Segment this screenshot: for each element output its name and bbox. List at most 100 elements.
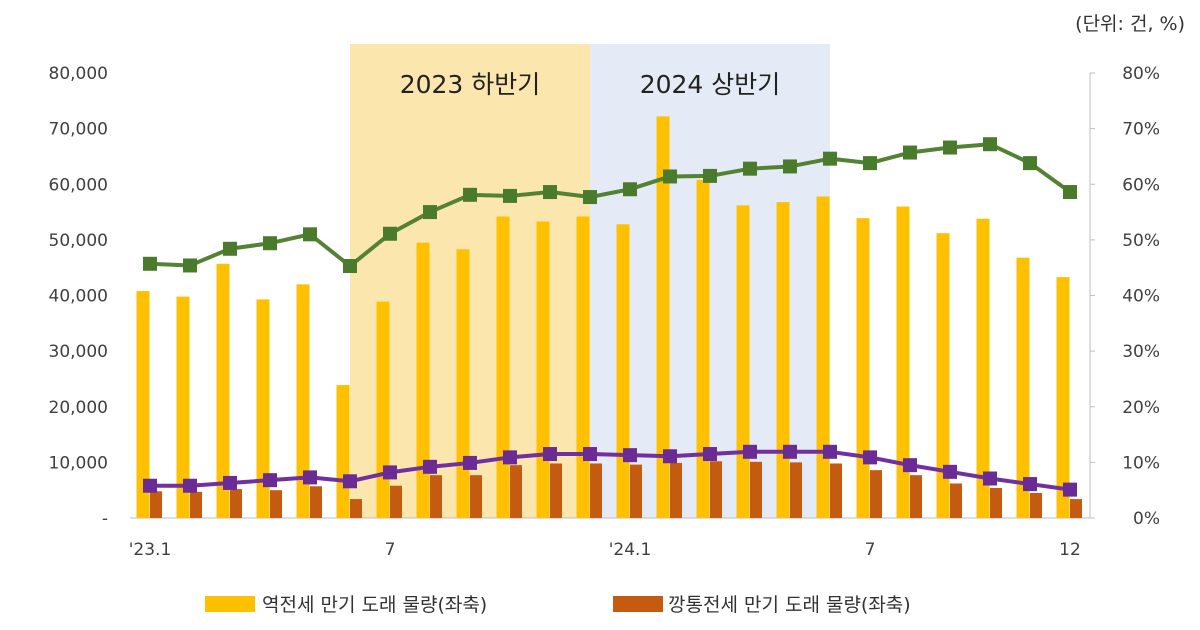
kkangtong-jeonse-bar xyxy=(470,475,482,518)
kkangtong-jeonse-bar xyxy=(430,475,442,518)
kkangtong-jeonse-bar xyxy=(1030,492,1042,518)
purple-line-point xyxy=(1023,477,1037,492)
kkangtong-jeonse-bar xyxy=(870,470,882,518)
kkangtong-jeonse-bar xyxy=(630,464,642,518)
purple-line-point xyxy=(943,464,957,479)
x-tick-label: '23.1 xyxy=(129,540,172,560)
x-tick-label: 7 xyxy=(865,540,876,560)
left-tick-label: 40,000 xyxy=(49,287,108,307)
kkangtong-jeonse-bar xyxy=(510,465,522,518)
purple-line-point xyxy=(183,478,197,493)
period-highlights xyxy=(350,44,830,518)
reverse-jeonse-bar xyxy=(856,218,870,518)
purple-line-point xyxy=(1063,482,1077,497)
purple-line-point xyxy=(863,450,877,465)
green-line-point xyxy=(303,227,317,242)
reverse-jeonse-bar xyxy=(1016,257,1030,518)
reverse-jeonse-bar xyxy=(536,221,550,519)
kkangtong-jeonse-bar xyxy=(270,490,282,518)
kkangtong-jeonse-bar xyxy=(550,463,562,518)
kkangtong-jeonse-bar xyxy=(950,483,962,518)
purple-line-point xyxy=(143,478,157,493)
green-line-point xyxy=(503,188,517,203)
period-label-1: 2024 상반기 xyxy=(640,70,781,99)
legend-swatch xyxy=(613,596,663,612)
reverse-jeonse-bar xyxy=(416,242,430,518)
kkangtong-jeonse-bar xyxy=(750,461,762,518)
reverse-jeonse-bar xyxy=(776,202,790,519)
x-tick-label: 12 xyxy=(1059,540,1081,560)
green-line-point xyxy=(343,259,357,274)
right-tick-label: 60% xyxy=(1122,175,1160,195)
reverse-jeonse-bar xyxy=(976,218,990,519)
green-line-point xyxy=(743,161,757,176)
kkangtong-jeonse-bar xyxy=(670,462,682,518)
left-tick-label: - xyxy=(102,509,108,529)
left-tick-label: 70,000 xyxy=(49,120,108,140)
reverse-jeonse-bar xyxy=(896,206,910,518)
green-line-point xyxy=(463,187,477,202)
reverse-jeonse-bar xyxy=(376,301,390,518)
period-labels: 2023 하반기 2024 상반기 xyxy=(400,70,781,99)
purple-line-point xyxy=(383,465,397,480)
green-line-point xyxy=(543,185,557,200)
reverse-jeonse-bar xyxy=(736,205,750,518)
purple-line-point xyxy=(263,473,277,488)
reverse-jeonse-bar xyxy=(1056,277,1070,518)
kkangtong-jeonse-bar xyxy=(150,491,162,518)
purple-line-point xyxy=(703,447,717,462)
right-tick-label: 20% xyxy=(1122,398,1160,418)
left-tick-label: 50,000 xyxy=(49,231,108,251)
purple-line-point xyxy=(463,455,477,470)
green-line-point xyxy=(263,236,277,251)
legend-swatch xyxy=(205,596,255,612)
reverse-jeonse-bar xyxy=(816,196,830,519)
legend-label: 깡통전세 만기 도래 물량(좌축) xyxy=(668,594,911,616)
reverse-jeonse-bar xyxy=(936,233,950,518)
unit-note: (단위: 건, %) xyxy=(1075,13,1185,35)
purple-line-point xyxy=(623,448,637,463)
right-tick-label: 30% xyxy=(1122,342,1160,362)
green-line-point xyxy=(223,241,237,256)
purple-line-point xyxy=(983,471,997,486)
kkangtong-jeonse-bar xyxy=(310,486,322,518)
green-line-point xyxy=(823,151,837,166)
purple-line-point xyxy=(343,474,357,489)
bars xyxy=(136,116,1082,519)
green-line-point xyxy=(423,205,437,220)
reverse-jeonse-bar xyxy=(656,116,670,518)
purple-line-point xyxy=(303,470,317,485)
lines xyxy=(143,137,1077,497)
kkangtong-jeonse-bar xyxy=(350,499,362,518)
kkangtong-jeonse-bar xyxy=(590,463,602,518)
kkangtong-jeonse-bar xyxy=(830,463,842,518)
period-label-0: 2023 하반기 xyxy=(400,70,541,99)
reverse-jeonse-bar xyxy=(576,216,590,518)
green-line-point xyxy=(943,140,957,155)
right-tick-label: 70% xyxy=(1122,120,1160,140)
green-line-point xyxy=(1023,156,1037,171)
reverse-jeonse-bar xyxy=(616,224,630,519)
left-tick-label: 60,000 xyxy=(49,175,108,195)
green-line-point xyxy=(703,168,717,183)
kkangtong-jeonse-bar xyxy=(1070,499,1082,518)
purple-line-point xyxy=(663,449,677,464)
period-band-1 xyxy=(590,44,830,518)
kkangtong-jeonse-bar xyxy=(190,491,202,518)
left-tick-label: 10,000 xyxy=(49,453,108,473)
reverse-jeonse-bar xyxy=(216,263,230,518)
kkangtong-jeonse-bar xyxy=(790,462,802,518)
purple-line-point xyxy=(543,447,557,462)
green-line-point xyxy=(863,156,877,171)
reverse-jeonse-bar xyxy=(136,291,150,518)
right-tick-label: 40% xyxy=(1122,287,1160,307)
left-tick-label: 30,000 xyxy=(49,342,108,362)
purple-line-point xyxy=(743,444,757,459)
reverse-jeonse-bar xyxy=(336,385,350,518)
right-tick-label: 10% xyxy=(1122,453,1160,473)
right-tick-label: 0% xyxy=(1133,509,1160,529)
purple-line-point xyxy=(423,459,437,474)
legend-label: 역전세 만기 도래 물량(좌축) xyxy=(262,594,487,616)
kkangtong-jeonse-bar xyxy=(710,461,722,518)
reverse-jeonse-bar xyxy=(456,249,470,519)
